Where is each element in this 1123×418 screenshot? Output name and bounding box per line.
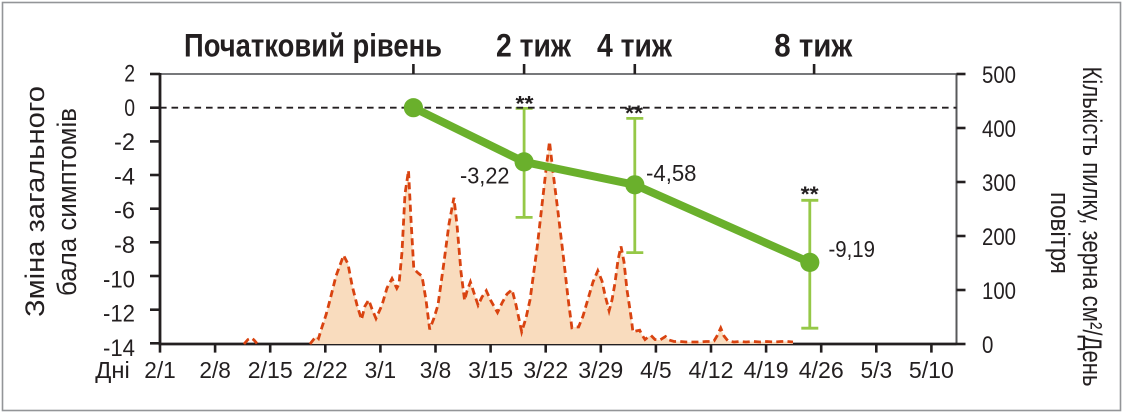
svg-text:-14: -14 (103, 335, 135, 362)
svg-text:-10: -10 (103, 266, 135, 293)
svg-text:Зміна загального: Зміна загального (20, 86, 50, 317)
svg-text:4/12: 4/12 (689, 357, 734, 383)
svg-text:-6: -6 (114, 198, 135, 225)
svg-text:0: 0 (982, 332, 993, 359)
svg-text:Кількість пилку, зерна см²/Ден: Кількість пилку, зерна см²/День (1077, 67, 1107, 387)
svg-text:3/15: 3/15 (468, 357, 513, 383)
svg-text:**: ** (625, 102, 644, 125)
svg-text:8 тиж: 8 тиж (774, 28, 853, 64)
svg-text:2/22: 2/22 (303, 357, 348, 383)
svg-text:4/19: 4/19 (744, 357, 789, 383)
svg-text:5/3: 5/3 (861, 357, 893, 383)
svg-text:Дні: Дні (95, 357, 130, 383)
svg-text:2/1: 2/1 (144, 357, 176, 383)
svg-text:**: ** (516, 93, 535, 116)
svg-text:-3,22: -3,22 (460, 163, 510, 189)
svg-text:3/29: 3/29 (578, 357, 623, 383)
svg-text:3/1: 3/1 (365, 357, 397, 383)
svg-text:бала симптомів: бала симптомів (52, 108, 82, 296)
svg-text:500: 500 (982, 62, 1016, 89)
svg-text:100: 100 (982, 278, 1016, 305)
svg-text:2: 2 (124, 61, 135, 88)
svg-text:-4: -4 (114, 163, 135, 190)
svg-text:200: 200 (982, 224, 1016, 251)
svg-text:4 тиж: 4 тиж (597, 28, 673, 64)
svg-text:2/8: 2/8 (199, 357, 231, 383)
svg-text:0: 0 (124, 95, 135, 122)
svg-text:Початковий рівень: Початковий рівень (184, 28, 442, 64)
svg-text:-9,19: -9,19 (829, 236, 876, 262)
svg-text:2/15: 2/15 (248, 357, 293, 383)
svg-text:4/5: 4/5 (640, 357, 672, 383)
svg-text:2 тиж: 2 тиж (496, 28, 572, 64)
svg-text:-8: -8 (114, 232, 135, 259)
svg-text:-4,58: -4,58 (646, 160, 697, 186)
svg-text:**: ** (801, 183, 820, 206)
svg-text:3/22: 3/22 (523, 357, 568, 383)
svg-text:-2: -2 (114, 129, 135, 156)
svg-text:5/10: 5/10 (909, 357, 954, 383)
svg-text:3/8: 3/8 (420, 357, 452, 383)
svg-text:повітря: повітря (1045, 192, 1075, 274)
svg-text:400: 400 (982, 116, 1016, 143)
svg-text:300: 300 (982, 170, 1016, 197)
svg-text:4/26: 4/26 (799, 357, 844, 383)
svg-text:-12: -12 (103, 301, 135, 328)
